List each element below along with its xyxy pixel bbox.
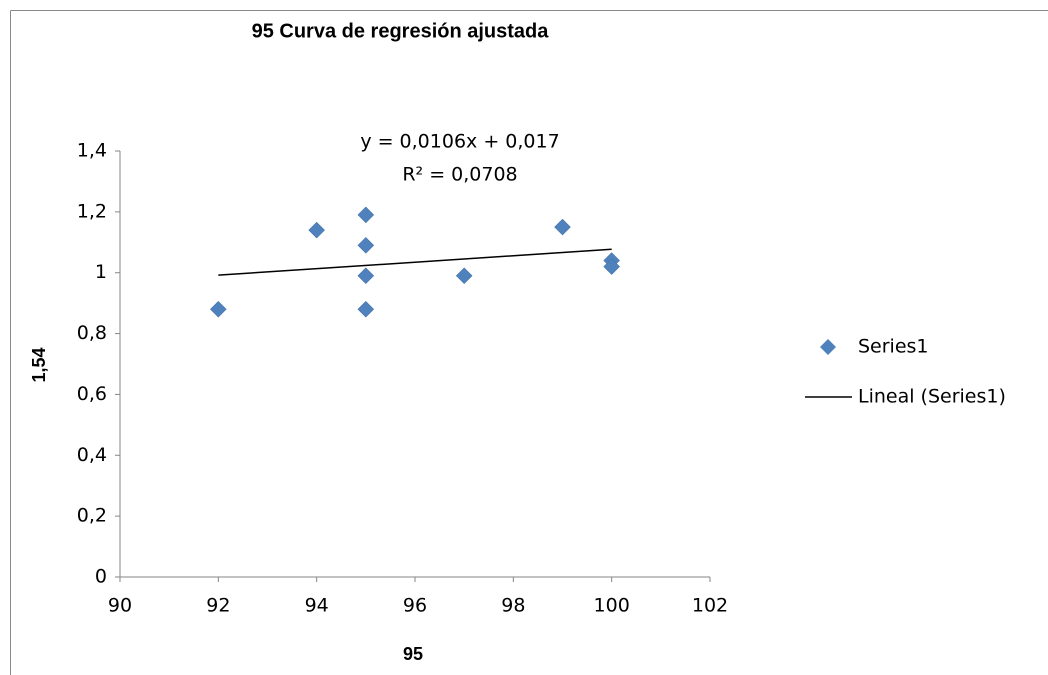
point <box>357 267 375 285</box>
x-tick-label: 94 <box>305 595 329 617</box>
x-tick-label: 90 <box>108 595 132 617</box>
point <box>603 258 621 275</box>
x-tick-label: 96 <box>403 595 427 617</box>
y-tick-label: 1,4 <box>77 140 107 162</box>
x-tick-label: 100 <box>594 595 630 617</box>
y-tick-label: 1 <box>95 261 107 283</box>
y-tick-label: 0,4 <box>77 444 107 466</box>
y-tick-label: 0 <box>95 566 107 588</box>
x-tick-label: 92 <box>206 595 230 617</box>
y-tick-label: 1,2 <box>77 200 107 222</box>
y-tick-label: 0,8 <box>77 322 107 344</box>
point <box>209 300 227 318</box>
trendline-equation: y = 0,0106x + 0,017 <box>360 131 559 153</box>
point <box>455 267 473 285</box>
legend-label: Series1 <box>858 336 929 358</box>
chart-title: 95 Curva de regresión ajustada <box>252 20 550 42</box>
legend-marker <box>820 339 836 355</box>
x-axis-title: 95 <box>403 644 423 664</box>
y-tick-label: 0,2 <box>77 505 107 527</box>
y-axis-title: 1,54 <box>29 347 49 382</box>
point <box>357 206 375 224</box>
trendline <box>218 248 612 276</box>
point <box>357 236 375 254</box>
x-tick-label: 102 <box>692 595 728 617</box>
point <box>357 300 375 318</box>
x-tick-label: 98 <box>501 595 525 617</box>
point <box>554 218 571 236</box>
legend-label: Lineal (Series1) <box>858 386 1006 408</box>
point <box>308 221 326 239</box>
trendline-r2: R² = 0,0708 <box>402 164 517 186</box>
y-tick-label: 0,6 <box>77 383 107 405</box>
